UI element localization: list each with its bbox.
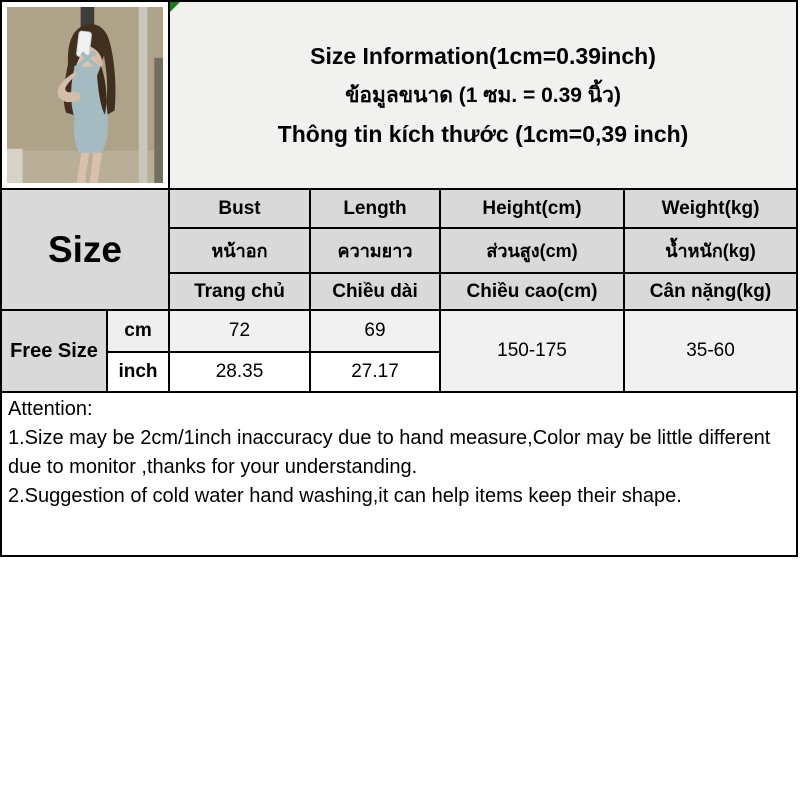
product-photo-cell <box>2 2 168 188</box>
title-vietnamese: Thông tin kích thước (1cm=0,39 inch) <box>277 120 689 147</box>
header-weight-th: น้ำหนัก(kg) <box>625 229 796 272</box>
attention-item-1: 1.Size may be 2cm/1inch inaccuracy due t… <box>8 427 771 478</box>
unit-label-cm: cm <box>108 311 168 351</box>
header-weight-vi: Cân nặng(kg) <box>625 274 796 309</box>
attention-box: Attention: 1.Size may be 2cm/1inch inacc… <box>2 393 796 555</box>
size-corner-label: Size <box>2 190 168 309</box>
value-bust-inch: 28.35 <box>170 353 309 391</box>
header-height-vi: Chiều cao(cm) <box>441 274 623 309</box>
title-cell: Size Information(1cm=0.39inch) ข้อมูลขนา… <box>170 2 796 188</box>
header-length-th: ความยาว <box>311 229 439 272</box>
attention-heading: Attention: <box>8 398 93 420</box>
header-bust-vi: Trang chủ <box>170 274 309 309</box>
unit-label-inch: inch <box>108 353 168 391</box>
value-height-range: 150-175 <box>441 311 623 391</box>
product-photo <box>7 7 163 183</box>
cell-error-indicator-icon <box>170 2 180 12</box>
value-length-inch: 27.17 <box>311 353 439 391</box>
header-length: Length <box>311 190 439 227</box>
value-bust-cm: 72 <box>170 311 309 351</box>
attention-item-2: 2.Suggestion of cold water hand washing,… <box>8 485 682 507</box>
value-weight-range: 35-60 <box>625 311 796 391</box>
value-length-cm: 69 <box>311 311 439 351</box>
header-bust-th: หน้าอก <box>170 229 309 272</box>
title-english: Size Information(1cm=0.39inch) <box>310 42 656 69</box>
title-thai: ข้อมูลขนาด (1 ซม. = 0.39 นิ้ว) <box>345 83 621 107</box>
header-height-th: ส่วนสูง(cm) <box>441 229 623 272</box>
header-weight: Weight(kg) <box>625 190 796 227</box>
header-bust: Bust <box>170 190 309 227</box>
header-height: Height(cm) <box>441 190 623 227</box>
size-chart-sheet: Size Information(1cm=0.39inch) ข้อมูลขนา… <box>0 0 798 557</box>
header-length-vi: Chiều dài <box>311 274 439 309</box>
row-label-free-size: Free Size <box>2 311 106 391</box>
